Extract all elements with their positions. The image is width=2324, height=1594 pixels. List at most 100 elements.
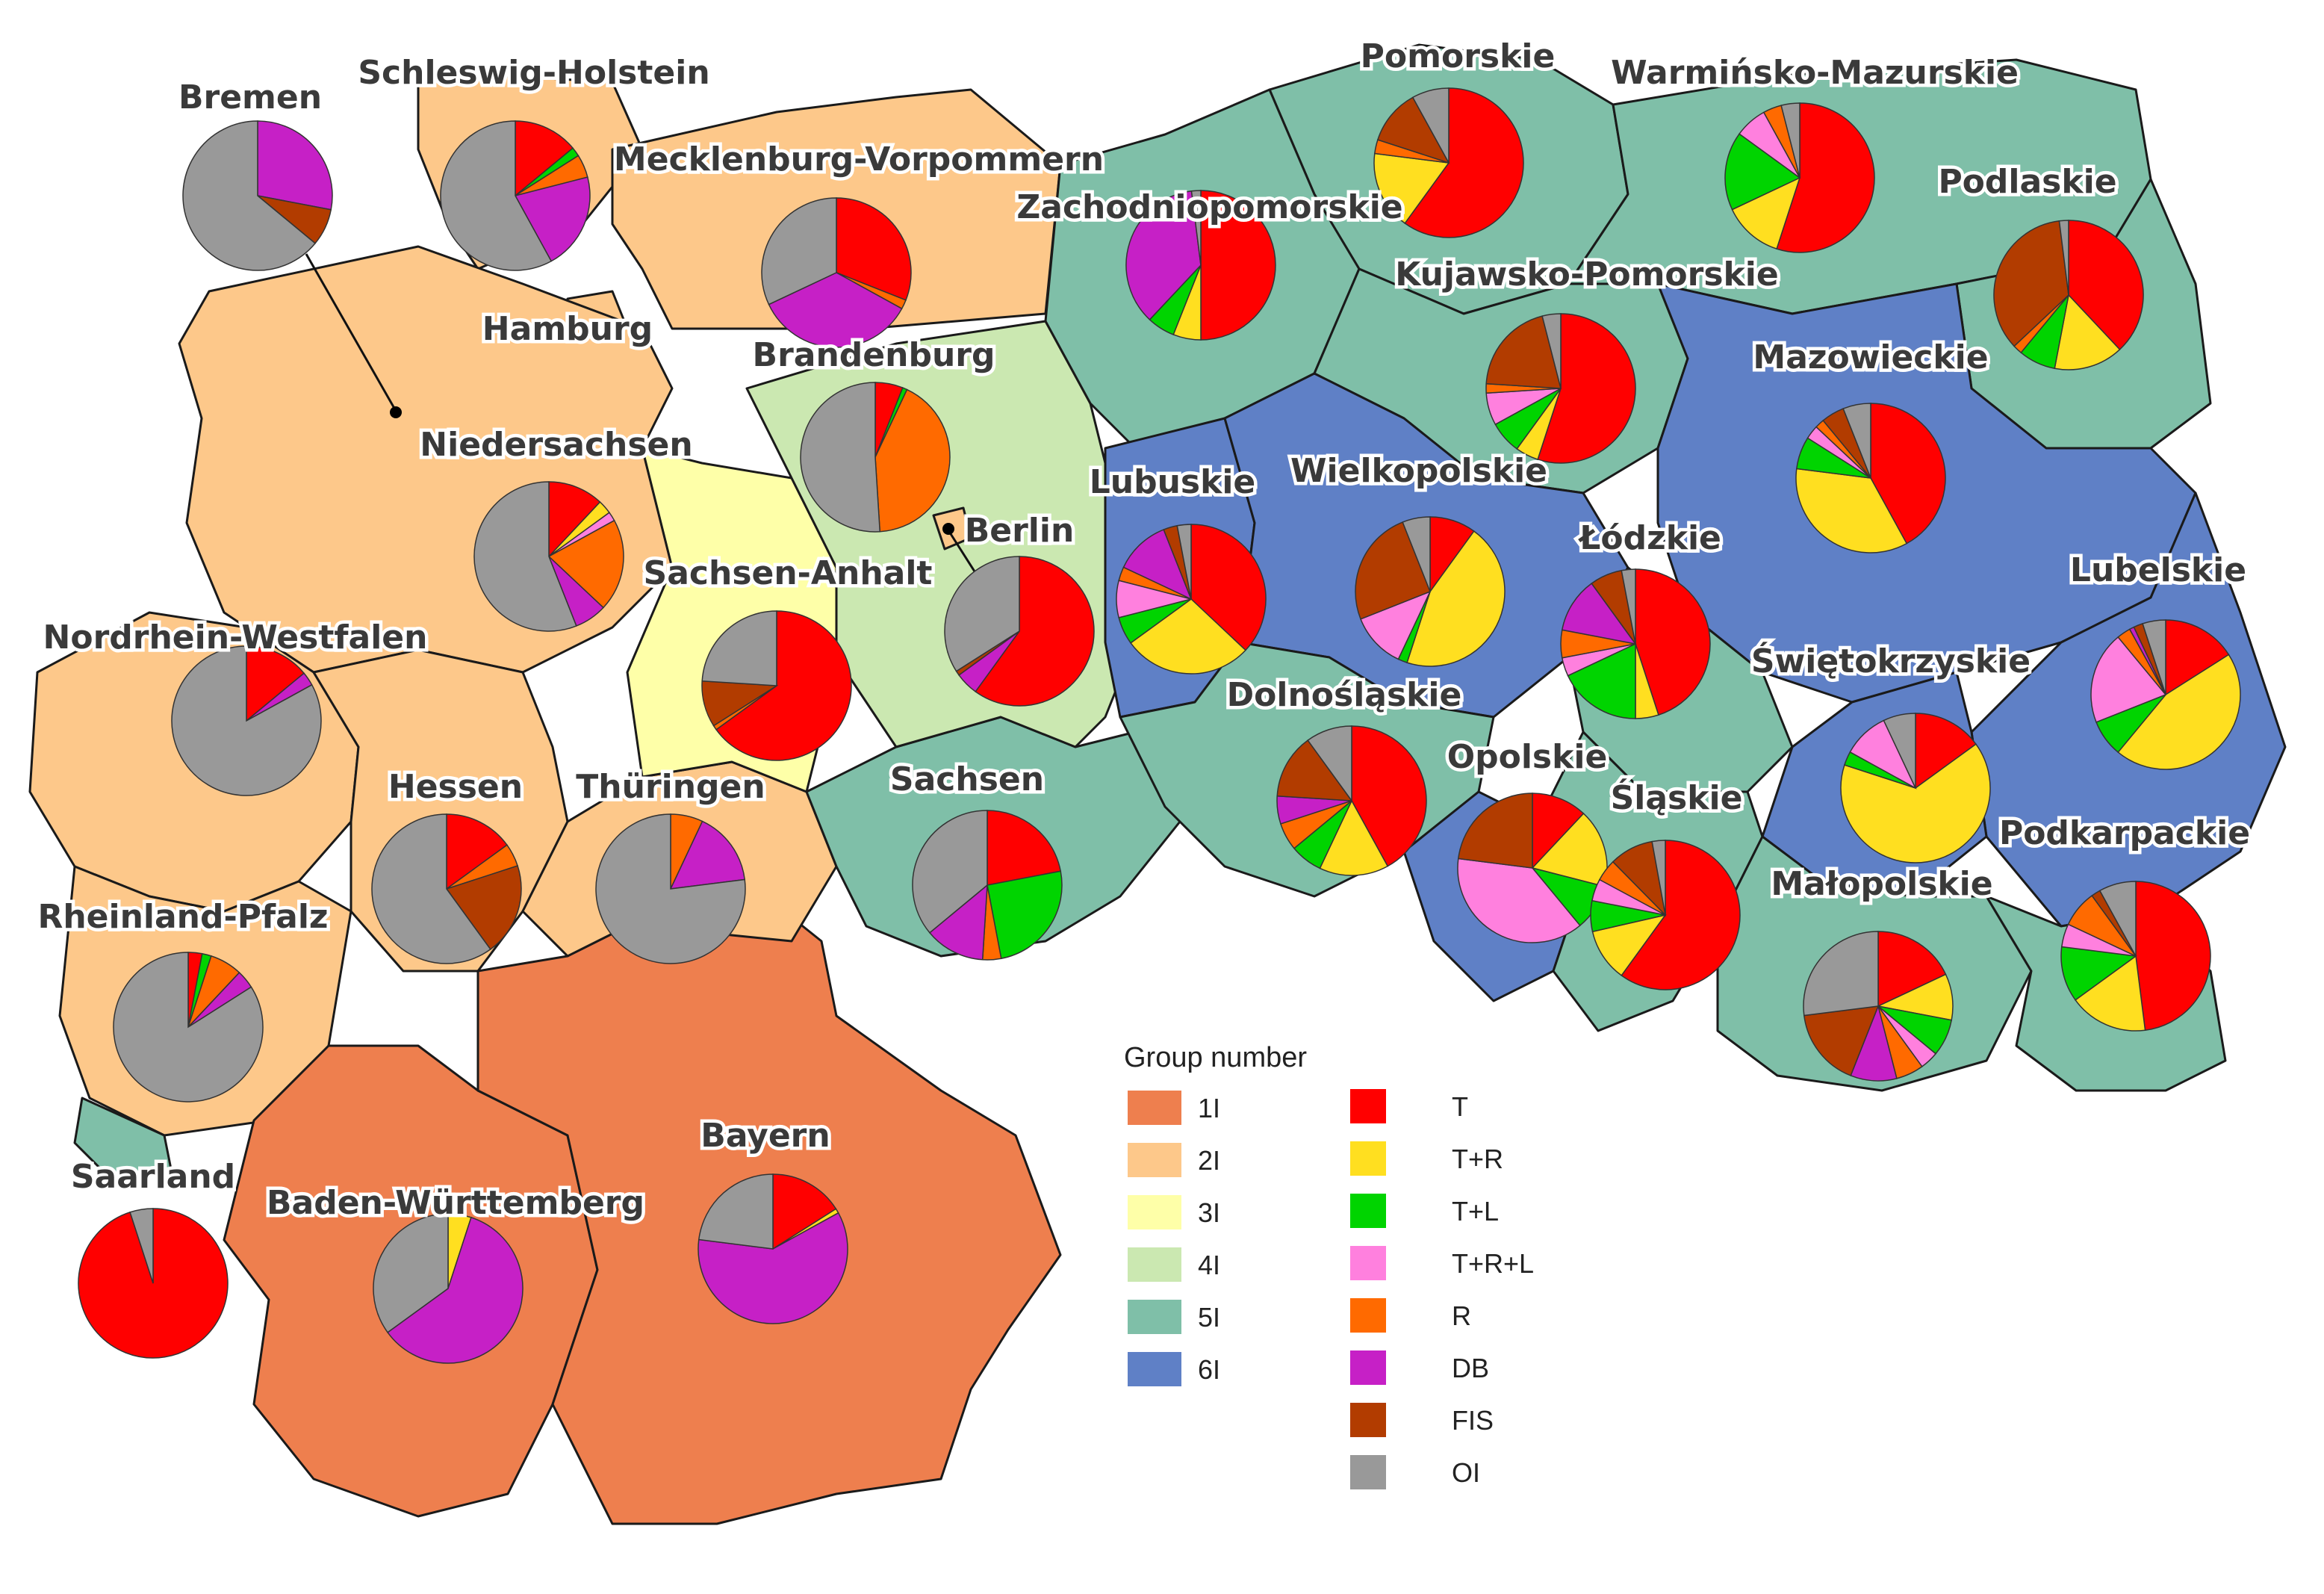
pie-slice-swietokrzyskie-oi [1883,713,1916,789]
pie-slice-lubelskie-oi [2142,619,2166,695]
legend-label-r: R [1452,1300,1471,1331]
pie-slice-thuringen-db [669,820,746,890]
label-lubelskie: Lubelskie [2070,551,2246,589]
label-nordrhein-westfalen: Nordrhein-Westfalen [43,618,428,657]
pie-slice-lodzkie-t-plus-l [1567,642,1636,719]
pie-slice-bremen-db [257,120,333,211]
bremen-location-dot [390,406,402,418]
pie-slice-niedersachsen-oi [473,481,577,632]
legend-label-db: DB [1452,1353,1489,1383]
pie-slice-slaskie-oi [1651,840,1666,916]
legend-swatch-oi [1350,1455,1386,1489]
pie-slice-brandenburg-oi [800,382,881,533]
pie-swietokrzyskie [1840,713,1991,863]
pie-bremen [182,120,333,271]
label-sachsen-anhalt: Sachsen-Anhalt [644,554,933,592]
pie-slice-zachodniopomorskie-oi [1190,190,1202,266]
legend-label-oi: OI [1452,1457,1480,1488]
pie-slice-berlin-t [975,556,1095,707]
label-malopolskie: Małopolskie [1771,865,1992,903]
pie-slice-kujawsko-pomorskie-t [1537,313,1636,464]
pie-slice-wielkopolskie-fis [1355,521,1431,620]
pie-slice-lubelskie-t-plus-r [2117,654,2241,770]
label-podlaskie: Podlaskie [1938,163,2116,201]
legend-swatch-t-plus-r [1350,1141,1386,1176]
pie-slice-mecklenburg-vorpommern-db [768,272,903,348]
label-baden-wurttemberg: Baden-Württemberg [267,1184,644,1222]
leader-lines [305,253,976,572]
pie-slice-wielkopolskie-oi [1402,516,1431,592]
pie-slice-sachsen-oi [912,810,988,934]
berlin-leader-line [947,530,976,572]
pie-wielkopolskie [1355,516,1506,667]
pie-brandenburg [800,382,951,533]
label-rheinland-pfalz: Rheinland-Pfalz [37,898,328,936]
pie-slice-lubuskie-t-plus-r [1130,598,1246,674]
legend-label-group-6i: 6I [1198,1354,1220,1385]
legend-label-group-5i: 5I [1198,1302,1220,1333]
pie-slice-brandenburg-r [874,388,951,533]
pie-slice-pomorskie-t-plus-r [1373,152,1450,224]
pie-lubelskie [2090,619,2241,770]
pie-berlin [944,556,1095,707]
pie-kujawsko-pomorskie [1485,313,1636,464]
pie-slice-bayern-t [772,1173,837,1250]
pie-slice-malopolskie-fis [1803,1005,1880,1076]
pie-slice-podlaskie-t [2068,220,2144,350]
pie-slice-hessen-t [446,813,508,890]
legend-label-group-3i: 3I [1198,1197,1220,1228]
pie-slice-nordrhein-westfalen-t [246,645,305,722]
pie-slice-podlaskie-t-plus-r [2054,294,2121,370]
pie-slice-opolskie-t [1532,793,1585,869]
legend-swatch-group-5i [1128,1300,1181,1334]
legend-label-t-plus-r: T+R [1452,1144,1503,1174]
label-swietokrzyskie: Świętokrzyskie [1751,641,2031,680]
pie-slice-podkarpackie-t-plus-l [2060,946,2137,1001]
legend-swatch-fis [1350,1403,1386,1437]
pie-slice-mazowieckie-oi [1842,403,1871,479]
pie-sachsen [912,810,1063,961]
legend-swatch-group-6i [1128,1352,1181,1386]
label-sachsen: Sachsen [890,760,1044,798]
pie-niedersachsen [473,481,624,632]
pie-slice-berlin-oi [944,556,1020,672]
pie-slice-mazowieckie-t [1870,403,1946,545]
label-podkarpackie: Podkarpackie [1999,814,2250,852]
pie-baden-wurttemberg [373,1213,523,1364]
region-saarland [73,1097,173,1182]
label-niedersachsen: Niedersachsen [420,426,692,464]
legend-swatch-group-1i [1128,1091,1181,1125]
label-berlin: Berlin [965,512,1075,550]
pie-slice-sachsen-anhalt-oi [701,610,777,686]
label-dolnoslaskie: Dolnośląskie [1227,676,1462,714]
pie-slice-baden-wurttemberg-oi [373,1213,449,1333]
legend-title: Group number [1124,1042,1307,1073]
pie-slice-opolskie-t-plus-r-plus-l [1457,858,1581,943]
label-opolskie: Opolskie [1447,738,1608,776]
legend-swatch-t [1350,1089,1386,1123]
pie-charts [78,87,2241,1364]
pie-slice-lubelskie-t [2165,619,2230,696]
pie-slice-malopolskie-t [1877,931,1947,1008]
legend-label-fis: FIS [1452,1405,1494,1436]
legend-label-t: T [1452,1091,1468,1122]
pie-slice-opolskie-fis [1457,793,1533,869]
pie-pomorskie [1373,87,1524,238]
legend-swatch-t-plus-l [1350,1194,1386,1228]
pie-slice-warminsko-mazurskie-t-plus-r [1731,176,1801,250]
pie-slice-bayern-db [697,1212,848,1324]
pie-slice-pomorskie-oi [1411,87,1450,164]
label-thuringen: Thüringen [576,768,765,806]
pie-slice-podkarpackie-t [2135,881,2211,1032]
pie-slice-lodzkie-t [1635,568,1711,716]
pie-hessen [371,813,522,964]
pie-slice-lodzkie-oi [1621,568,1636,645]
pie-dolnoslaskie [1276,725,1427,876]
legend-swatch-group-4i [1128,1247,1181,1282]
pie-slice-mecklenburg-vorpommern-oi [761,197,837,306]
pie-slaskie [1590,840,1741,990]
pie-slice-podlaskie-oi [2058,220,2069,296]
pie-slice-lubuskie-db [1122,529,1193,601]
legend-label-group-2i: 2I [1198,1145,1220,1176]
